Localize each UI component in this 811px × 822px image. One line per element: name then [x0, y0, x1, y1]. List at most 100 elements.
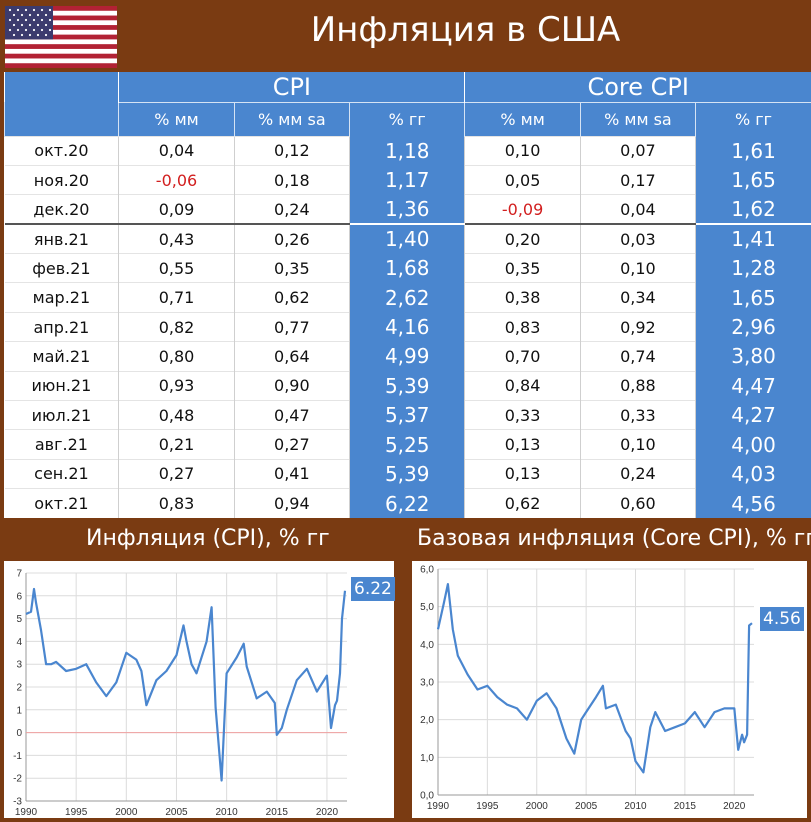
table-cell: 0,33 — [579, 400, 696, 430]
subheader-core-mm: % мм — [464, 101, 581, 136]
table-cell: 4,47 — [695, 370, 811, 401]
row-date-cell: дек.20 — [4, 194, 119, 225]
table-cell: 5,39 — [349, 370, 465, 401]
table-cell: 2,62 — [349, 282, 465, 313]
cpi-chart-title: Инфляция (CPI), % гг — [86, 526, 330, 551]
y-tick-label: 2 — [16, 683, 22, 694]
y-tick-label: -1 — [13, 751, 22, 762]
x-tick-label: 2010 — [624, 801, 647, 812]
table-cell: 0,27 — [233, 429, 350, 460]
table-cell: 0,27 — [118, 458, 235, 489]
group-header-cpi: CPI — [118, 72, 465, 102]
core-cpi-last-value-badge: 4.56 — [760, 607, 804, 631]
row-date-cell: май.21 — [4, 341, 119, 372]
y-tick-label: -2 — [13, 774, 22, 785]
table-cell: 0,20 — [464, 223, 581, 254]
table-cell: 0,93 — [118, 370, 235, 401]
table-cell: 0,82 — [118, 311, 235, 342]
table-cell: 1,65 — [695, 282, 811, 313]
table-cell: 1,40 — [349, 223, 465, 254]
header: Инфляция в США — [0, 0, 811, 72]
x-tick-label: 2015 — [674, 801, 697, 812]
y-tick-label: 1,0 — [420, 753, 434, 764]
table-cell: 4,27 — [695, 400, 811, 430]
table-cell: 1,41 — [695, 223, 811, 254]
table-row: июн.21 0,93 0,90 5,39 0,84 0,88 4,47 — [4, 370, 811, 401]
table-cell: 0,10 — [579, 429, 696, 460]
x-tick-label: 2010 — [216, 807, 239, 818]
table-cell: 0,84 — [464, 370, 581, 401]
table-cell: 0,94 — [233, 488, 350, 519]
table-cell: 0,90 — [233, 370, 350, 401]
table-cell: 1,68 — [349, 253, 465, 283]
table-cell: 0,04 — [118, 135, 235, 166]
row-date-cell: янв.21 — [4, 223, 119, 254]
table-row: окт.21 0,83 0,94 6,22 0,62 0,60 4,56 — [4, 488, 811, 519]
row-date-cell: авг.21 — [4, 429, 119, 460]
table-cell: 0,41 — [233, 458, 350, 489]
core-cpi-chart-svg: 0,0 1,0 2,0 3,0 4,0 5,0 6,0 1990 1995 2000 2005 201… — [420, 565, 754, 812]
table-cell: 0,33 — [464, 400, 581, 430]
table-cell: 1,36 — [349, 194, 465, 225]
y-tick-label: 4 — [16, 637, 22, 648]
page-title: Инфляция в США — [310, 10, 621, 50]
row-date-cell: фев.21 — [4, 253, 119, 283]
x-tick-label: 1995 — [476, 801, 499, 812]
row-date-cell: ноя.20 — [4, 164, 119, 195]
group-header-core-cpi: Core CPI — [464, 72, 811, 102]
table-cell: 5,37 — [349, 400, 465, 430]
table-cell: 0,83 — [464, 311, 581, 342]
y-tick-label: 0,0 — [420, 791, 434, 802]
row-date-cell: окт.21 — [4, 488, 119, 519]
table-row: окт.20 0,04 0,12 1,18 0,10 0,07 1,61 — [4, 135, 811, 166]
table-cell: 0,34 — [579, 282, 696, 313]
y-tick-label: 3,0 — [420, 678, 434, 689]
inflation-table: CPI Core CPI % мм % мм sa % гг % мм % мм… — [3, 72, 811, 519]
y-tick-label: 6,0 — [420, 565, 434, 576]
row-date-cell: апр.21 — [4, 311, 119, 342]
table-cell: 0,60 — [579, 488, 696, 519]
subheader-cpi-mm-sa: % мм sa — [233, 101, 350, 136]
table-cell: 0,03 — [579, 223, 696, 254]
table-row: май.21 0,80 0,64 4,99 0,70 0,74 3,80 — [4, 341, 811, 372]
subheader-corner — [3, 102, 119, 136]
table-cell: 0,09 — [118, 194, 235, 225]
x-tick-label: 2020 — [316, 807, 339, 818]
table-cell: 1,28 — [695, 253, 811, 283]
table-cell: 4,00 — [695, 429, 811, 460]
cpi-last-value-badge: 6.22 — [351, 577, 395, 601]
table-row: янв.21 0,43 0,26 1,40 0,20 0,03 1,41 — [4, 223, 811, 254]
table-cell: 0,13 — [464, 458, 581, 489]
table-cell: 0,43 — [118, 223, 235, 254]
table-cell: 0,80 — [118, 341, 235, 372]
table-cell: 0,71 — [118, 282, 235, 313]
table-cell: 4,99 — [349, 341, 465, 372]
table-cell: 0,92 — [579, 311, 696, 342]
y-tick-label: 7 — [16, 569, 22, 580]
y-tick-label: 2,0 — [420, 715, 434, 726]
table-row: дек.20 0,09 0,24 1,36 -0,09 0,04 1,62 — [4, 194, 811, 225]
table-cell: 0,74 — [579, 341, 696, 372]
table-cell: 0,88 — [579, 370, 696, 401]
table-cell: 0,35 — [233, 253, 350, 283]
table-row: апр.21 0,82 0,77 4,16 0,83 0,92 2,96 — [4, 311, 811, 342]
us-flag-icon — [5, 6, 117, 68]
table-cell: 0,24 — [579, 458, 696, 489]
y-tick-label: 6 — [16, 591, 22, 602]
row-date-cell: сен.21 — [4, 458, 119, 489]
table-row: авг.21 0,21 0,27 5,25 0,13 0,10 4,00 — [4, 429, 811, 460]
table-cell: 3,80 — [695, 341, 811, 372]
table-row: июл.21 0,48 0,47 5,37 0,33 0,33 4,27 — [4, 400, 811, 430]
x-tick-label: 2005 — [165, 807, 188, 818]
table-cell: 0,62 — [464, 488, 581, 519]
table-cell: -0,09 — [464, 194, 581, 225]
table-cell: 0,35 — [464, 253, 581, 283]
x-tick-label: 1990 — [15, 807, 38, 818]
table-cell: 1,65 — [695, 164, 811, 195]
table-cell: 0,17 — [579, 164, 696, 195]
table-cell: 2,96 — [695, 311, 811, 342]
table-row: сен.21 0,27 0,41 5,39 0,13 0,24 4,03 — [4, 458, 811, 489]
x-tick-label: 2000 — [115, 807, 138, 818]
table-row: ноя.20 -0,06 0,18 1,17 0,05 0,17 1,65 — [4, 164, 811, 195]
table-cell: 0,47 — [233, 400, 350, 430]
